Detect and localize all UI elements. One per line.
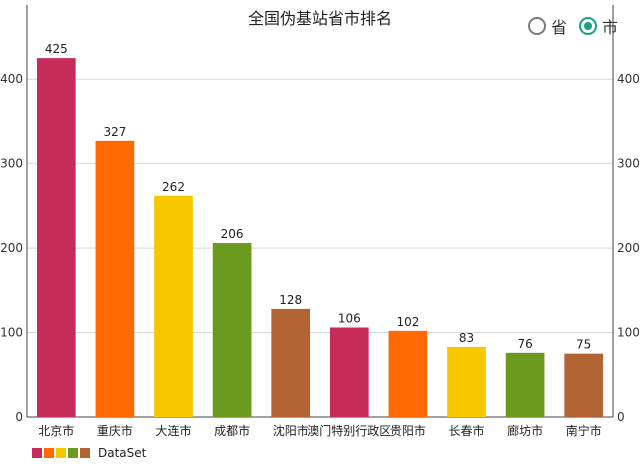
y-tick-label-left: 0: [15, 410, 23, 424]
bar-value-label: 75: [576, 338, 591, 352]
bar-value-label: 128: [279, 293, 302, 307]
bar-value-label: 106: [338, 311, 361, 325]
x-tick-label: 北京市: [38, 423, 74, 438]
bar[interactable]: [505, 352, 545, 417]
bar[interactable]: [388, 330, 428, 417]
bar-value-label: 206: [221, 227, 244, 241]
radio-province-circle[interactable]: [527, 17, 546, 35]
x-tick-label: 贵阳市: [390, 423, 426, 438]
y-tick-label-left: 300: [0, 157, 23, 171]
bar[interactable]: [447, 346, 486, 417]
radio-city-label: 市: [601, 18, 618, 37]
y-tick-label-left: 100: [0, 326, 23, 340]
x-tick-label: 沈阳市: [273, 423, 309, 438]
x-tick-label: 澳门特别行政区: [307, 423, 391, 438]
bar[interactable]: [212, 243, 252, 417]
x-tick-label: 长春市: [448, 423, 484, 438]
province-city-toggle: 省 市: [527, 14, 618, 38]
legend-swatch: [44, 448, 54, 458]
x-tick-label: 南宁市: [566, 423, 602, 438]
radio-province-label: 省: [550, 18, 567, 37]
y-tick-label-left: 400: [0, 72, 23, 86]
bar-value-label: 83: [459, 331, 474, 345]
radio-city[interactable]: 市: [578, 14, 618, 38]
y-tick-label-right: 200: [617, 241, 640, 255]
bar[interactable]: [271, 308, 311, 417]
bar-value-label: 327: [103, 125, 126, 139]
y-tick-label-left: 200: [0, 241, 23, 255]
y-tick-label-right: 100: [617, 326, 640, 340]
y-tick-label-right: 0: [617, 410, 625, 424]
radio-province[interactable]: 省: [527, 14, 567, 38]
y-tick-label-right: 400: [617, 72, 640, 86]
x-tick-label: 大连市: [155, 423, 191, 438]
bar[interactable]: [95, 140, 135, 417]
x-tick-label: 重庆市: [97, 423, 133, 438]
radio-city-circle[interactable]: [578, 17, 597, 35]
bar[interactable]: [36, 58, 76, 417]
y-tick-label-right: 300: [617, 157, 640, 171]
bar[interactable]: [564, 353, 604, 417]
bar-value-label: 262: [162, 180, 185, 194]
legend-swatch: [80, 448, 90, 458]
legend-swatch: [56, 448, 66, 458]
bar-value-label: 102: [396, 315, 419, 329]
bar[interactable]: [329, 327, 369, 417]
bar-value-label: 76: [517, 337, 532, 351]
x-tick-label: 成都市: [214, 423, 250, 438]
bar[interactable]: [154, 195, 193, 417]
legend-swatch: [68, 448, 78, 458]
legend-swatch: [32, 448, 42, 458]
x-tick-label: 廊坊市: [507, 423, 543, 438]
bar-value-label: 425: [45, 42, 68, 56]
chart-title: 全国伪基站省市排名: [248, 9, 392, 28]
legend-label: DataSet: [98, 446, 147, 460]
